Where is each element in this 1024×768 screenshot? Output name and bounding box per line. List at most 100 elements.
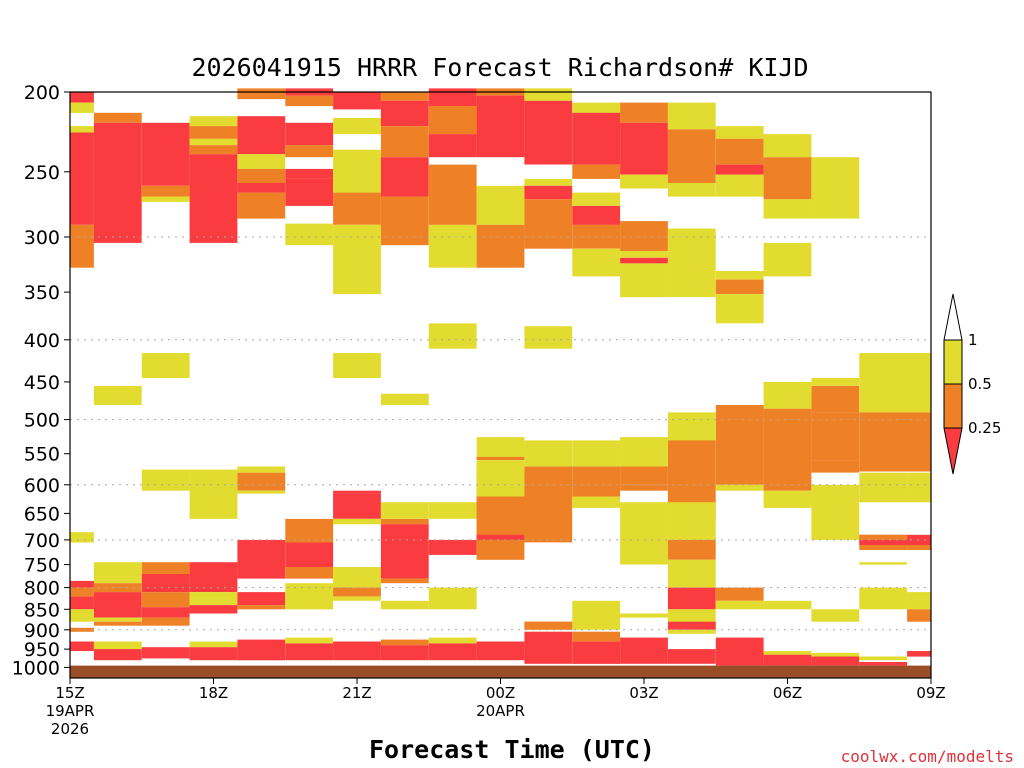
heatmap-cell: [189, 126, 238, 139]
heatmap-cell: [524, 621, 573, 630]
heatmap-cell: [380, 645, 429, 661]
x-tick-label: 15Z: [55, 684, 84, 702]
heatmap-cell: [141, 122, 190, 186]
heatmap-cell: [380, 196, 429, 246]
legend-swatch-white: [943, 293, 963, 341]
heatmap-cell: [715, 126, 764, 139]
heatmap-cell: [715, 294, 764, 324]
heatmap-cell: [667, 559, 716, 588]
heatmap-cell: [141, 592, 190, 608]
heatmap-cell: [907, 534, 931, 545]
heatmap-cell: [811, 377, 860, 386]
heatmap-cell: [70, 532, 94, 543]
heatmap-cell: [141, 196, 190, 202]
heatmap-cell: [476, 539, 525, 545]
heatmap-cell: [763, 381, 812, 409]
heatmap-cell: [763, 600, 812, 610]
heatmap-cell: [524, 326, 573, 349]
heatmap-cell: [667, 102, 716, 130]
heatmap-cell: [667, 412, 716, 441]
legend-label: 1: [968, 331, 978, 349]
heatmap-cell: [70, 92, 94, 103]
heatmap-cell: [620, 257, 668, 264]
heatmap-cell: [285, 637, 334, 644]
heatmap-cell: [572, 631, 621, 642]
heatmap-cell: [715, 587, 764, 601]
heatmap-cell: [380, 157, 429, 197]
heatmap-cell: [333, 117, 381, 135]
heatmap-cell: [620, 174, 668, 189]
heatmap-cell: [572, 496, 621, 508]
heatmap-cell: [237, 490, 286, 494]
heatmap-cell: [667, 228, 716, 298]
heatmap-cell: [572, 248, 621, 277]
heatmap-cell: [93, 122, 142, 243]
heatmap-cell: [572, 102, 621, 113]
heatmap-cell: [667, 629, 716, 634]
heatmap-cell: [524, 178, 573, 186]
heatmap-cell: [285, 542, 334, 567]
heatmap-cell: [70, 132, 94, 225]
heatmap-cell: [380, 578, 429, 584]
legend-swatch-orange: [943, 383, 963, 429]
heatmap-cell: [620, 221, 668, 251]
heatmap-cell: [476, 185, 525, 225]
heatmap-cell: [763, 651, 812, 655]
heatmap-cell: [715, 279, 764, 295]
heatmap-cell: [667, 502, 716, 540]
heatmap-cell: [620, 251, 668, 258]
heatmap-cell: [859, 472, 908, 503]
heatmap-cell: [524, 199, 573, 237]
heatmap-cell: [93, 385, 142, 405]
heatmap-cell: [620, 263, 668, 298]
heatmap-cell: [70, 102, 94, 113]
heatmap-cell: [285, 168, 334, 179]
x-axis-title: Forecast Time (UTC): [369, 735, 655, 764]
y-tick-label: 650: [24, 503, 60, 525]
heatmap-cell: [859, 662, 908, 666]
heatmap-cell: [715, 271, 764, 280]
heatmap-cell: [141, 469, 190, 491]
heatmap-cell: [859, 656, 908, 661]
heatmap-cell: [715, 164, 764, 175]
y-tick-label: 300: [24, 227, 60, 249]
x-tick-label: 06Z: [773, 684, 802, 702]
heatmap-cell: [620, 466, 668, 485]
legend-label: 0.25: [968, 419, 1001, 437]
heatmap-cell: [620, 502, 668, 565]
legend: 1 0.5 0.25: [943, 293, 1001, 475]
heatmap-cell: [476, 641, 525, 661]
heatmap-cell: [715, 138, 764, 165]
heatmap-cell: [811, 412, 860, 461]
heatmap-cell: [811, 484, 860, 540]
heatmap-cell: [763, 199, 812, 219]
heatmap-cell: [428, 164, 477, 225]
heatmap-cell: [811, 385, 860, 413]
y-tick-label: 1000: [12, 657, 60, 679]
heatmap-cell: [141, 617, 190, 626]
heatmap-cell: [667, 539, 716, 560]
heatmap-cell: [333, 567, 381, 588]
heatmap-cell: [189, 116, 238, 127]
heatmap-cell: [70, 126, 94, 133]
heatmap-cell: [237, 592, 286, 606]
heatmap-cell: [524, 631, 573, 664]
heatmap-cell: [189, 469, 238, 519]
heatmap-cell: [237, 183, 286, 193]
heatmap-cell: [907, 472, 931, 503]
heatmap-cell: [141, 353, 190, 378]
heatmap-cell: [524, 100, 573, 165]
heatmap-cell: [141, 607, 190, 618]
heatmap-cell: [237, 539, 286, 579]
heatmap-cell: [237, 192, 286, 219]
heatmap-cell: [763, 134, 812, 158]
y-tick-label: 850: [24, 599, 60, 621]
heatmap-cell: [141, 562, 190, 574]
heatmap-cell: [380, 639, 429, 646]
heatmap-cell: [189, 592, 238, 606]
heatmap-cell: [333, 641, 381, 661]
heatmap-cell: [620, 122, 668, 175]
heatmap-cell: [476, 534, 525, 540]
heatmap-cell: [907, 592, 931, 610]
